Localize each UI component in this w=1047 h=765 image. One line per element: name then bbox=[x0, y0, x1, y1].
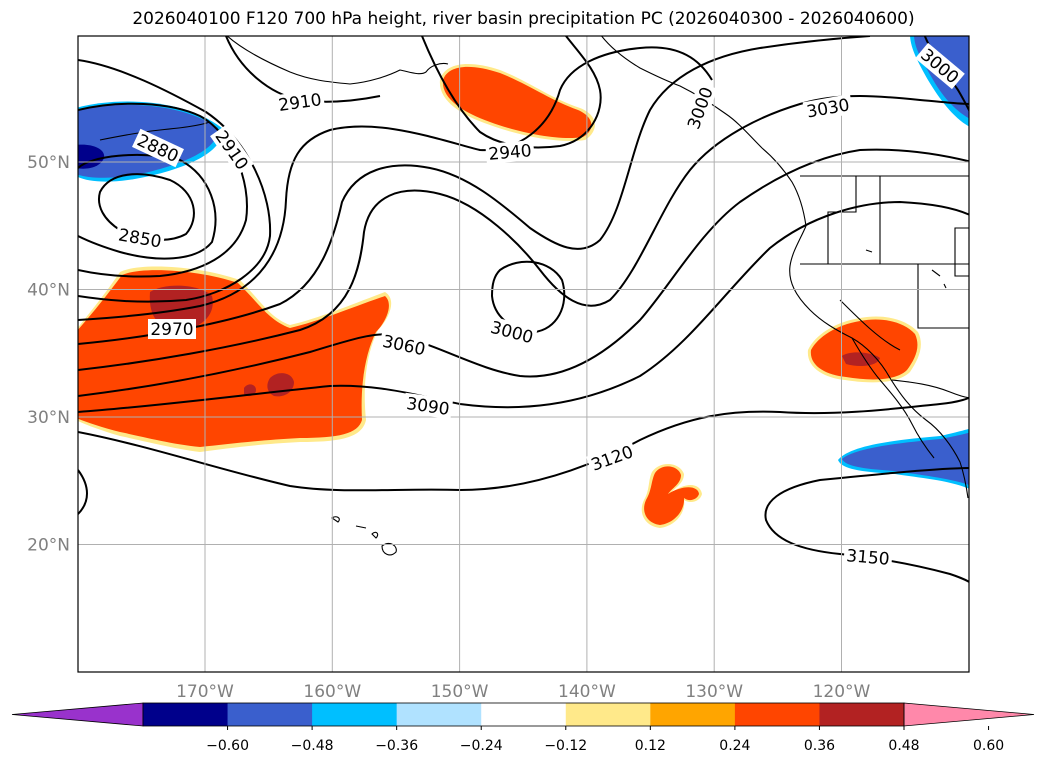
positive-anomaly-alaska bbox=[442, 66, 592, 139]
coastal-islands bbox=[865, 249, 947, 289]
contour-line-3000-b bbox=[78, 36, 871, 345]
colorbar-tick-label: 0.36 bbox=[804, 738, 835, 754]
positive-anomaly-california bbox=[810, 319, 918, 380]
contour-line-2850 bbox=[98, 173, 195, 241]
contour-label-bg bbox=[586, 440, 638, 476]
colorbar-segment bbox=[481, 703, 567, 726]
contour-label-3060: 3060 bbox=[381, 332, 427, 361]
colorbar-extend-high bbox=[903, 702, 1035, 727]
contour-label-bg bbox=[682, 82, 718, 134]
great-lakes bbox=[954, 227, 969, 277]
lat-tick-label: 40°N bbox=[27, 281, 70, 301]
colorbar-tick-label: −0.60 bbox=[206, 738, 249, 754]
contour-label-2940: 2940 bbox=[488, 141, 533, 165]
contour-line-2910-a bbox=[78, 102, 248, 278]
contour-label-3090: 3090 bbox=[405, 394, 451, 420]
contour-line-3090 bbox=[78, 200, 969, 413]
map-frame bbox=[77, 35, 970, 673]
contour-label-3030: 3030 bbox=[805, 95, 851, 122]
contour-label-bg bbox=[486, 316, 538, 348]
colorbar-tick-label: 0.12 bbox=[635, 738, 666, 754]
contour-line-2970 bbox=[78, 46, 713, 321]
longitude-labels: 170°W 160°W 150°W 140°W 130°W 120°W bbox=[176, 682, 870, 702]
alaska-coastline bbox=[226, 36, 449, 85]
precipitation-shading bbox=[78, 36, 969, 528]
alaska-coastline-east bbox=[600, 36, 807, 227]
colorbar-segment bbox=[312, 703, 398, 726]
contour-label-2910: 2910 bbox=[277, 90, 323, 116]
contour-label-2850: 2850 bbox=[117, 225, 163, 252]
positive-anomaly-west-core bbox=[149, 285, 213, 330]
lat-tick-label: 50°N bbox=[27, 153, 70, 173]
colorbar-tick-label: −0.36 bbox=[375, 738, 418, 754]
colorbar-tick-label: −0.24 bbox=[460, 738, 503, 754]
positive-anomaly-subtropical bbox=[644, 466, 699, 525]
colorbar-segment bbox=[819, 703, 905, 726]
colorbar-tick-label: 0.24 bbox=[719, 738, 750, 754]
contour-label-bg bbox=[114, 223, 166, 253]
colorbar-tick-label: 0.48 bbox=[888, 738, 919, 754]
contour-line-3060 bbox=[78, 148, 969, 397]
state-border-5 bbox=[917, 264, 969, 329]
height-contours bbox=[78, 36, 969, 584]
contour-label-bg bbox=[915, 42, 965, 90]
colorbar-segment bbox=[734, 703, 820, 726]
lon-tick-label: 120°W bbox=[813, 682, 871, 702]
lat-tick-label: 30°N bbox=[27, 408, 70, 428]
colorbar-tick-label: 0.60 bbox=[973, 738, 1004, 754]
lon-tick-label: 150°W bbox=[431, 682, 489, 702]
contour-label-3150: 3150 bbox=[845, 546, 890, 570]
contour-label-bg bbox=[210, 124, 254, 176]
colorbar-segment bbox=[565, 703, 651, 726]
contour-label-3000: 3000 bbox=[488, 318, 535, 349]
lat-lon-grid bbox=[78, 36, 969, 672]
contour-label-2970: 2970 bbox=[150, 320, 193, 340]
lat-tick-label: 20°N bbox=[27, 536, 70, 556]
colorbar-tick-label: −0.12 bbox=[544, 738, 587, 754]
contour-label-3120: 3120 bbox=[589, 442, 636, 476]
contour-label-bg bbox=[132, 128, 184, 168]
colorbar-segment bbox=[143, 703, 229, 726]
hawaii-islands bbox=[331, 516, 397, 556]
contour-line-2880 bbox=[78, 153, 217, 260]
contour-label-bg bbox=[148, 319, 196, 339]
lon-tick-label: 170°W bbox=[176, 682, 234, 702]
mexico-border bbox=[891, 379, 969, 399]
contour-label-bg bbox=[274, 88, 326, 116]
contour-label-bg bbox=[402, 392, 454, 420]
positive-anomaly-california-core bbox=[842, 352, 880, 366]
lon-tick-label: 160°W bbox=[303, 682, 361, 702]
colorbar-outline bbox=[142, 702, 905, 727]
contour-line-3150 bbox=[764, 467, 969, 584]
colorbar-segment bbox=[396, 703, 482, 726]
colorbar-segment bbox=[227, 703, 313, 726]
colorbar-extend-low bbox=[11, 702, 144, 727]
contour-label-bg bbox=[843, 544, 893, 570]
contour-line-2940 bbox=[78, 36, 602, 303]
colorbar: −0.60 −0.48 −0.36 −0.24 −0.12 0.12 0.24 0.36 0.4… bbox=[11, 702, 1035, 754]
colorbar-segment bbox=[650, 703, 736, 726]
state-border-4 bbox=[839, 299, 901, 351]
positive-anomaly-west bbox=[78, 270, 389, 447]
map-title: 2026040100 F120 700 hPa height, river ba… bbox=[132, 9, 915, 29]
contour-label-bg bbox=[485, 139, 535, 165]
baja-coastline bbox=[851, 337, 935, 459]
contour-label-bg bbox=[378, 330, 430, 360]
colorbar-tick-label: −0.48 bbox=[291, 738, 334, 754]
positive-anomaly-west-core-3 bbox=[244, 384, 256, 397]
west-coast bbox=[789, 225, 969, 499]
contour-label-bg bbox=[802, 93, 854, 123]
lon-tick-label: 140°W bbox=[558, 682, 616, 702]
latitude-labels: 50°N 40°N 30°N 20°N bbox=[27, 153, 70, 556]
aleutian-islands bbox=[99, 121, 211, 141]
contour-label-3000: 3000 bbox=[684, 85, 718, 132]
lon-tick-label: 130°W bbox=[685, 682, 743, 702]
negative-anomaly-mexico bbox=[842, 432, 969, 486]
